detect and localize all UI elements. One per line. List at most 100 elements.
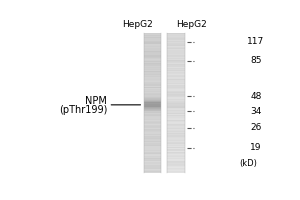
Bar — [144, 151, 161, 152]
Bar — [167, 67, 184, 68]
Text: 48: 48 — [250, 92, 262, 101]
Bar — [167, 71, 184, 72]
Bar — [144, 158, 161, 159]
Bar — [144, 106, 161, 107]
Bar — [144, 70, 161, 71]
Bar — [167, 108, 184, 109]
Bar — [144, 113, 161, 114]
Bar — [144, 141, 161, 142]
Text: HepG2: HepG2 — [176, 20, 207, 29]
Bar — [167, 145, 184, 146]
Bar — [144, 111, 161, 112]
Bar — [167, 99, 184, 100]
Bar — [144, 35, 161, 36]
Bar — [144, 84, 161, 85]
Bar — [144, 61, 161, 62]
Bar — [167, 165, 184, 166]
Bar — [167, 40, 184, 41]
Bar — [144, 72, 161, 73]
Bar — [144, 167, 161, 168]
Bar — [144, 131, 161, 132]
Bar — [144, 87, 161, 88]
Bar — [144, 45, 161, 46]
Bar — [167, 58, 184, 59]
Bar — [144, 143, 161, 144]
Bar — [167, 119, 184, 120]
Bar — [144, 155, 161, 156]
Text: 85: 85 — [250, 56, 262, 65]
Bar — [144, 109, 161, 110]
Bar — [167, 172, 184, 173]
Bar — [167, 52, 184, 53]
Bar — [144, 53, 161, 54]
Text: NPM: NPM — [85, 96, 107, 106]
Bar — [167, 105, 184, 106]
Bar — [144, 71, 161, 72]
Bar — [144, 127, 161, 128]
Bar — [144, 62, 161, 63]
Bar — [167, 103, 184, 104]
Bar — [167, 170, 184, 171]
Bar — [167, 138, 184, 139]
Bar — [144, 126, 161, 127]
Bar — [167, 153, 184, 154]
Bar — [167, 64, 184, 65]
Bar — [144, 77, 161, 78]
Bar — [167, 36, 184, 37]
Bar — [167, 68, 184, 69]
Bar — [167, 124, 184, 125]
Bar — [167, 104, 184, 105]
Bar — [144, 51, 161, 52]
Bar — [144, 88, 161, 89]
Bar — [167, 49, 184, 50]
Bar — [144, 159, 161, 160]
Bar — [144, 138, 161, 139]
Bar — [144, 63, 161, 64]
Bar — [144, 107, 161, 108]
Bar — [167, 117, 184, 118]
Bar — [167, 148, 184, 149]
Bar — [144, 164, 161, 165]
Bar — [167, 45, 184, 46]
Bar — [144, 68, 161, 69]
Bar — [144, 58, 161, 59]
Bar — [167, 84, 184, 85]
Bar — [167, 130, 184, 131]
Bar — [167, 166, 184, 167]
Bar — [167, 83, 184, 84]
Bar — [167, 51, 184, 52]
Bar — [144, 33, 161, 34]
Bar — [167, 141, 184, 142]
Bar — [144, 49, 161, 50]
Bar — [144, 85, 161, 86]
Bar — [144, 37, 161, 38]
Bar — [167, 115, 184, 116]
Bar — [144, 47, 161, 48]
Bar — [144, 112, 161, 113]
Bar — [144, 139, 161, 140]
Bar — [144, 69, 161, 70]
Bar — [167, 120, 184, 121]
Bar — [144, 38, 161, 39]
Bar — [167, 92, 184, 93]
Bar — [167, 134, 184, 135]
Bar — [144, 154, 161, 155]
Bar — [144, 38, 161, 39]
Bar — [144, 148, 161, 149]
Bar — [167, 123, 184, 124]
Bar — [144, 153, 161, 154]
Bar — [144, 51, 161, 52]
Bar — [167, 71, 184, 72]
Bar — [167, 110, 184, 111]
Bar — [167, 155, 184, 156]
Bar — [167, 161, 184, 162]
Bar — [167, 43, 184, 44]
Bar — [167, 56, 184, 57]
Bar — [167, 89, 184, 90]
Bar — [144, 81, 161, 82]
Bar — [167, 136, 184, 137]
Bar — [167, 75, 184, 76]
Bar — [144, 74, 161, 75]
Bar — [144, 156, 161, 157]
Bar — [167, 87, 184, 88]
